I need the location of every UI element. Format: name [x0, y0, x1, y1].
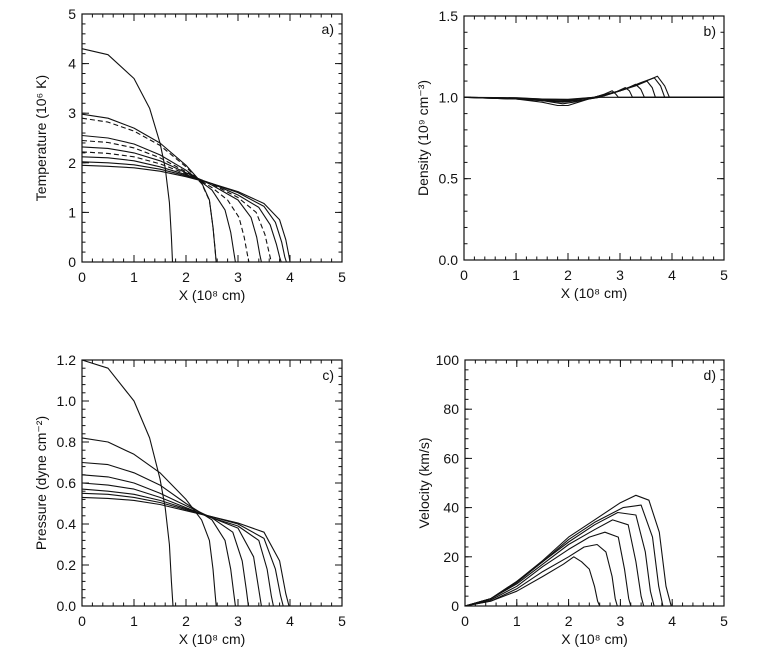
y-tick-label: 100 [436, 352, 460, 368]
y-tick-label: 0.4 [57, 516, 77, 532]
series-line-6 [81, 488, 342, 607]
panel-label: b) [704, 23, 716, 39]
plot-frame [81, 13, 343, 263]
panel-2: 0 1 2 3 4 5 0.0 0.5 1.0 1.5 X (10⁸ cm) Density (10⁹… [415, 8, 728, 301]
x-tick-label: 0 [78, 613, 86, 629]
y-tick-label: 1.2 [57, 352, 77, 368]
x-tick-label: 4 [286, 269, 294, 285]
panel-4: 0 1 2 3 4 5 0 20 40 60 80 100 X (10⁸ cm) Velocity (km… [416, 352, 728, 647]
y-tick-label: 0 [68, 254, 76, 270]
y-tick-label: 0.0 [439, 252, 459, 268]
x-tick-label: 3 [616, 267, 624, 283]
y-tick-label: 80 [443, 401, 459, 417]
x-tick-label: 2 [564, 267, 572, 283]
x-tick-label: 5 [720, 613, 728, 629]
series-line-7 [81, 492, 342, 607]
y-tick-label: 0.8 [57, 434, 77, 450]
y-tick-label: 0.2 [57, 557, 77, 573]
x-tick-label: 0 [461, 613, 469, 629]
panel-3: 0 1 2 3 4 5 0.0 0.2 0.4 0.6 0.8 1.0 1.2 X (10⁸ cm) Pre… [33, 352, 346, 647]
y-axis-label: Density (10⁹ cm⁻³) [415, 80, 431, 196]
y-tick-label: 40 [443, 500, 459, 516]
x-axis-label: X (10⁸ cm) [561, 631, 628, 647]
y-tick-label: 2 [68, 155, 76, 171]
series-line-9 [81, 161, 342, 263]
series-line-3 [463, 87, 724, 103]
x-tick-label: 3 [617, 613, 625, 629]
panel-label: a) [322, 21, 334, 37]
series-line-7 [464, 494, 724, 607]
x-tick-label: 2 [182, 269, 190, 285]
y-tick-label: 4 [68, 56, 76, 72]
series-line-3 [81, 117, 342, 263]
series-line-4 [464, 519, 724, 607]
x-tick-label: 5 [720, 267, 728, 283]
y-tick-label: 5 [68, 6, 76, 22]
series-line-3 [464, 531, 724, 607]
series-line-6 [463, 77, 724, 101]
x-tick-label: 0 [78, 269, 86, 285]
x-tick-label: 4 [286, 613, 294, 629]
x-tick-label: 4 [668, 613, 676, 629]
x-axis-label: X (10⁸ cm) [561, 285, 628, 301]
x-tick-label: 1 [513, 613, 521, 629]
y-tick-label: 0.6 [57, 475, 77, 491]
series-line-2 [81, 437, 342, 607]
series-line-5 [81, 482, 342, 607]
series-line-1 [464, 556, 724, 607]
x-tick-label: 5 [338, 613, 346, 629]
panel-1: 0 1 2 3 4 5 0 1 2 3 4 5 X (10⁸ cm) Temperature (10⁶ K… [33, 6, 346, 303]
series-line-7 [81, 151, 342, 263]
series-line-7 [463, 75, 724, 100]
x-axis-label: X (10⁸ cm) [179, 631, 246, 647]
series-line-10 [81, 164, 342, 263]
x-tick-label: 1 [512, 267, 520, 283]
x-tick-label: 0 [460, 267, 468, 283]
series-line-8 [81, 156, 342, 263]
plot-frame [464, 359, 725, 607]
y-tick-label: 3 [68, 105, 76, 121]
series-line-4 [81, 134, 342, 263]
y-tick-label: 0.5 [439, 171, 459, 187]
x-axis-label: X (10⁸ cm) [179, 287, 246, 303]
y-axis-label: Velocity (km/s) [416, 437, 432, 528]
y-tick-label: 1 [68, 204, 76, 220]
series-line-1 [81, 48, 342, 263]
series-line-4 [81, 474, 342, 607]
x-tick-label: 1 [130, 269, 138, 285]
panel-label: d) [704, 367, 716, 383]
x-tick-label: 5 [338, 269, 346, 285]
y-tick-label: 1.0 [439, 89, 459, 105]
y-tick-label: 1.5 [439, 8, 459, 24]
y-axis-label: Temperature (10⁶ K) [33, 75, 49, 201]
x-tick-label: 2 [565, 613, 573, 629]
y-tick-label: 0 [451, 598, 459, 614]
series-line-2 [464, 543, 724, 607]
x-tick-label: 4 [668, 267, 676, 283]
plot-frame [81, 359, 343, 607]
series-line-6 [81, 146, 342, 263]
y-tick-label: 1.0 [57, 393, 77, 409]
series-line-1 [81, 359, 342, 607]
x-tick-label: 1 [130, 613, 138, 629]
y-tick-label: 60 [443, 450, 459, 466]
panel-label: c) [322, 367, 334, 383]
y-tick-label: 0.0 [57, 598, 77, 614]
plot-frame [463, 15, 725, 261]
series-line-5 [81, 139, 342, 263]
series-line-8 [81, 496, 342, 607]
y-tick-label: 20 [443, 549, 459, 565]
x-tick-label: 2 [182, 613, 190, 629]
x-tick-label: 3 [234, 613, 242, 629]
y-axis-label: Pressure (dyne cm⁻²) [33, 416, 49, 550]
series-line-3 [81, 461, 342, 607]
x-tick-label: 3 [234, 269, 242, 285]
series-line-5 [464, 511, 724, 607]
